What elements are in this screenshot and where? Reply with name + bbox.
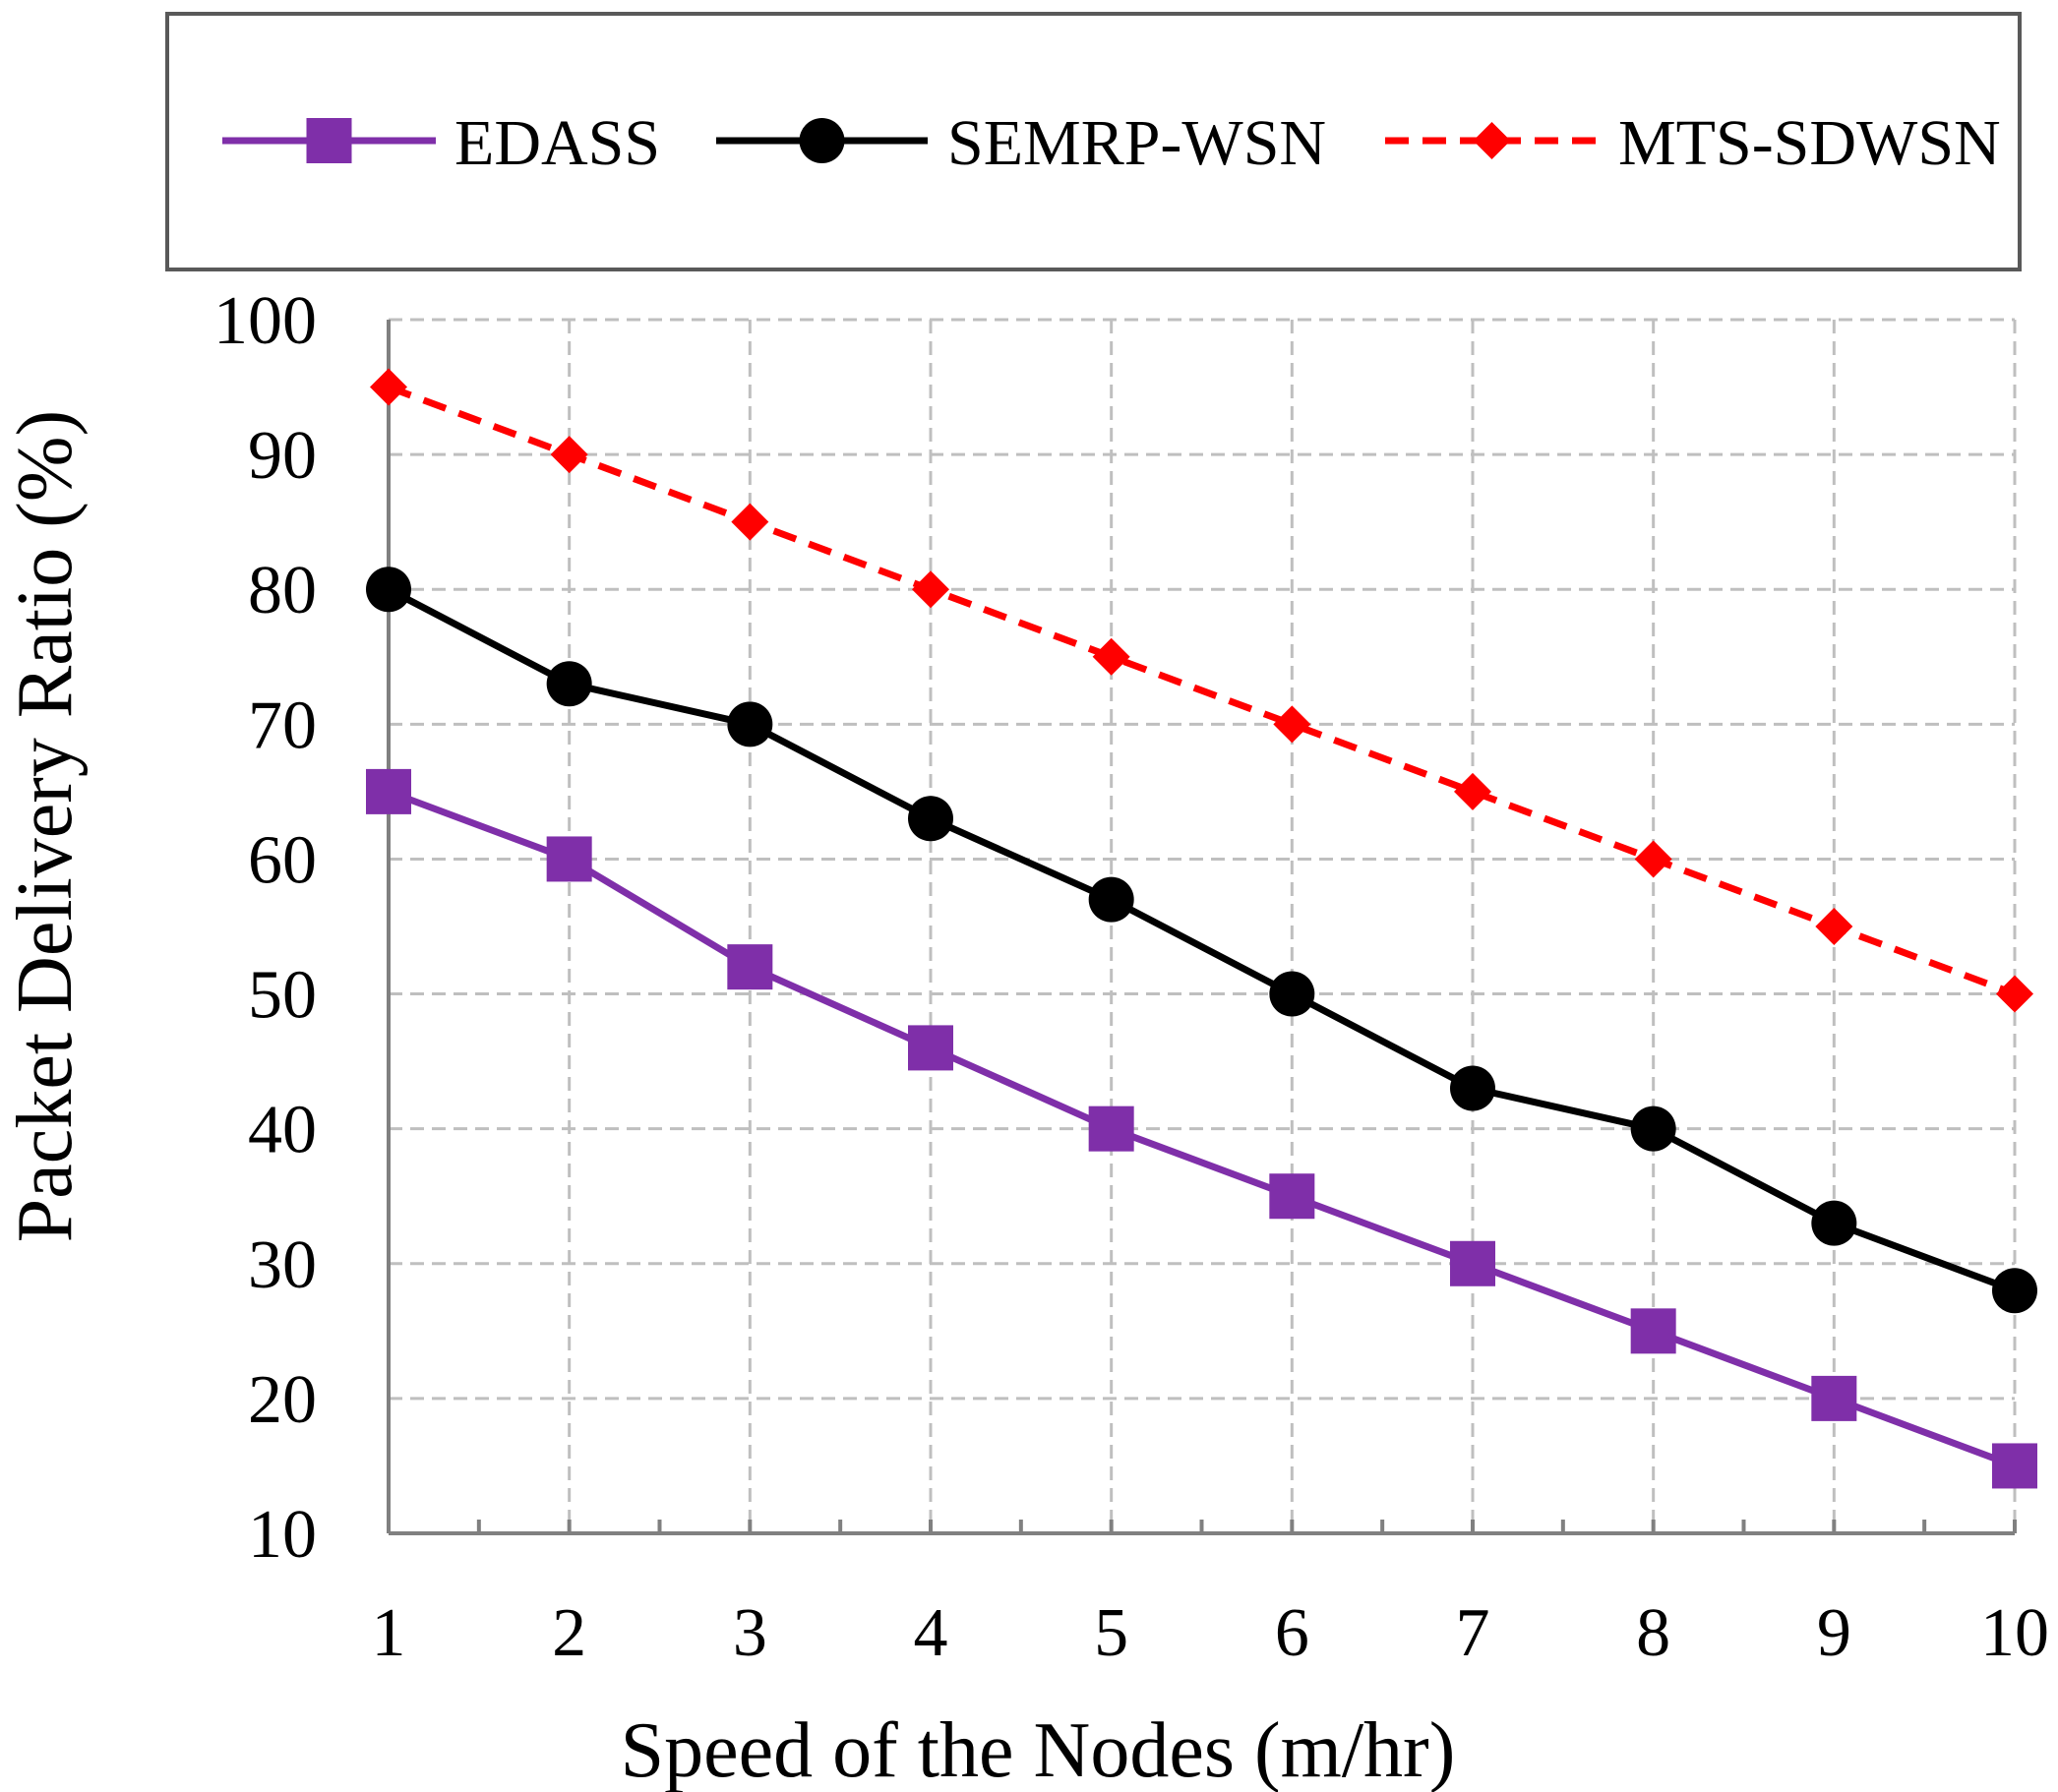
data-point — [1273, 705, 1311, 744]
legend-label: SEMRP-WSN — [947, 107, 1326, 179]
x-tick-label: 9 — [1817, 1595, 1851, 1671]
legend: EDASS SEMRP-WSN MTS-SDWSN — [165, 12, 2022, 271]
x-tick-label: 5 — [1094, 1595, 1128, 1671]
data-point — [1088, 876, 1134, 923]
series-line — [387, 384, 2017, 997]
x-tick-label: 3 — [733, 1595, 767, 1671]
x-tick-label: 7 — [1456, 1595, 1490, 1671]
y-tick-label: 20 — [248, 1362, 317, 1438]
data-point — [1454, 772, 1491, 810]
y-tick-label: 50 — [248, 958, 317, 1034]
y-tick-label: 30 — [248, 1227, 317, 1303]
legend-item-mts-sdwsn: MTS-SDWSN — [1385, 107, 2001, 179]
y-tick-label: 60 — [248, 822, 317, 898]
y-tick-label: 70 — [248, 687, 317, 763]
data-point — [1815, 908, 1853, 945]
series-semrp-wsn — [366, 567, 2037, 1314]
legend-label: EDASS — [454, 107, 660, 179]
series-line — [387, 788, 2017, 1469]
y-tick-label: 40 — [248, 1093, 317, 1168]
series-mts-sdwsn — [370, 368, 2033, 1013]
series-layer — [366, 368, 2037, 1489]
data-point — [1811, 1200, 1857, 1246]
data-point — [1088, 1105, 1134, 1152]
data-point — [1092, 637, 1130, 676]
data-point — [1630, 1105, 1676, 1152]
data-point — [366, 768, 411, 814]
data-point — [546, 661, 592, 707]
data-point — [731, 503, 769, 541]
data-point — [727, 944, 773, 990]
data-point — [727, 701, 773, 747]
legend-item-semrp-wsn: SEMRP-WSN — [716, 107, 1326, 179]
x-tick-label: 4 — [914, 1595, 948, 1671]
x-tick-label: 1 — [372, 1595, 406, 1671]
data-point — [1450, 1240, 1495, 1286]
data-point — [1269, 971, 1315, 1017]
data-point — [1992, 1268, 2037, 1314]
x-tick-label: 10 — [1980, 1595, 2049, 1671]
y-tick-label: 80 — [248, 553, 317, 628]
legend-label: MTS-SDWSN — [1618, 107, 2001, 179]
legend-items: EDASS SEMRP-WSN MTS-SDWSN — [222, 107, 2001, 179]
legend-marker — [799, 118, 845, 163]
data-point — [1634, 840, 1672, 878]
data-point — [908, 796, 953, 842]
axes — [387, 320, 2017, 1535]
y-tick-label: 90 — [248, 418, 317, 494]
data-point — [1630, 1308, 1676, 1354]
data-point — [1992, 1443, 2037, 1489]
data-point — [912, 570, 949, 609]
y-tick-label: 100 — [213, 283, 317, 359]
x-tick-label: 2 — [552, 1595, 586, 1671]
data-point — [1269, 1173, 1315, 1220]
x-tick-label: 6 — [1275, 1595, 1309, 1671]
legend-item-edass: EDASS — [222, 107, 660, 179]
x-tick-label: 8 — [1636, 1595, 1670, 1671]
data-point — [370, 368, 407, 406]
data-point — [908, 1025, 953, 1071]
legend-marker — [1473, 122, 1511, 159]
data-point — [1450, 1065, 1495, 1111]
data-point — [1996, 975, 2033, 1013]
y-axis-title: Packet Delivery Ratio (%) — [2, 410, 89, 1242]
legend-marker — [306, 118, 352, 163]
y-tick-label: 10 — [248, 1497, 317, 1573]
series-line — [387, 586, 2017, 1294]
tick-labels: 10 20 30 40 50 60 70 80 90 100 1 2 3 4 5 6 7 8 9 10 — [213, 283, 2049, 1671]
data-point — [550, 436, 588, 474]
series-edass — [366, 768, 2037, 1489]
data-point — [1811, 1375, 1857, 1421]
x-axis-title: Speed of the Nodes (m/hr) — [621, 1707, 1456, 1792]
legend-frame — [165, 12, 2022, 271]
data-point — [366, 567, 411, 613]
data-point — [546, 836, 592, 882]
